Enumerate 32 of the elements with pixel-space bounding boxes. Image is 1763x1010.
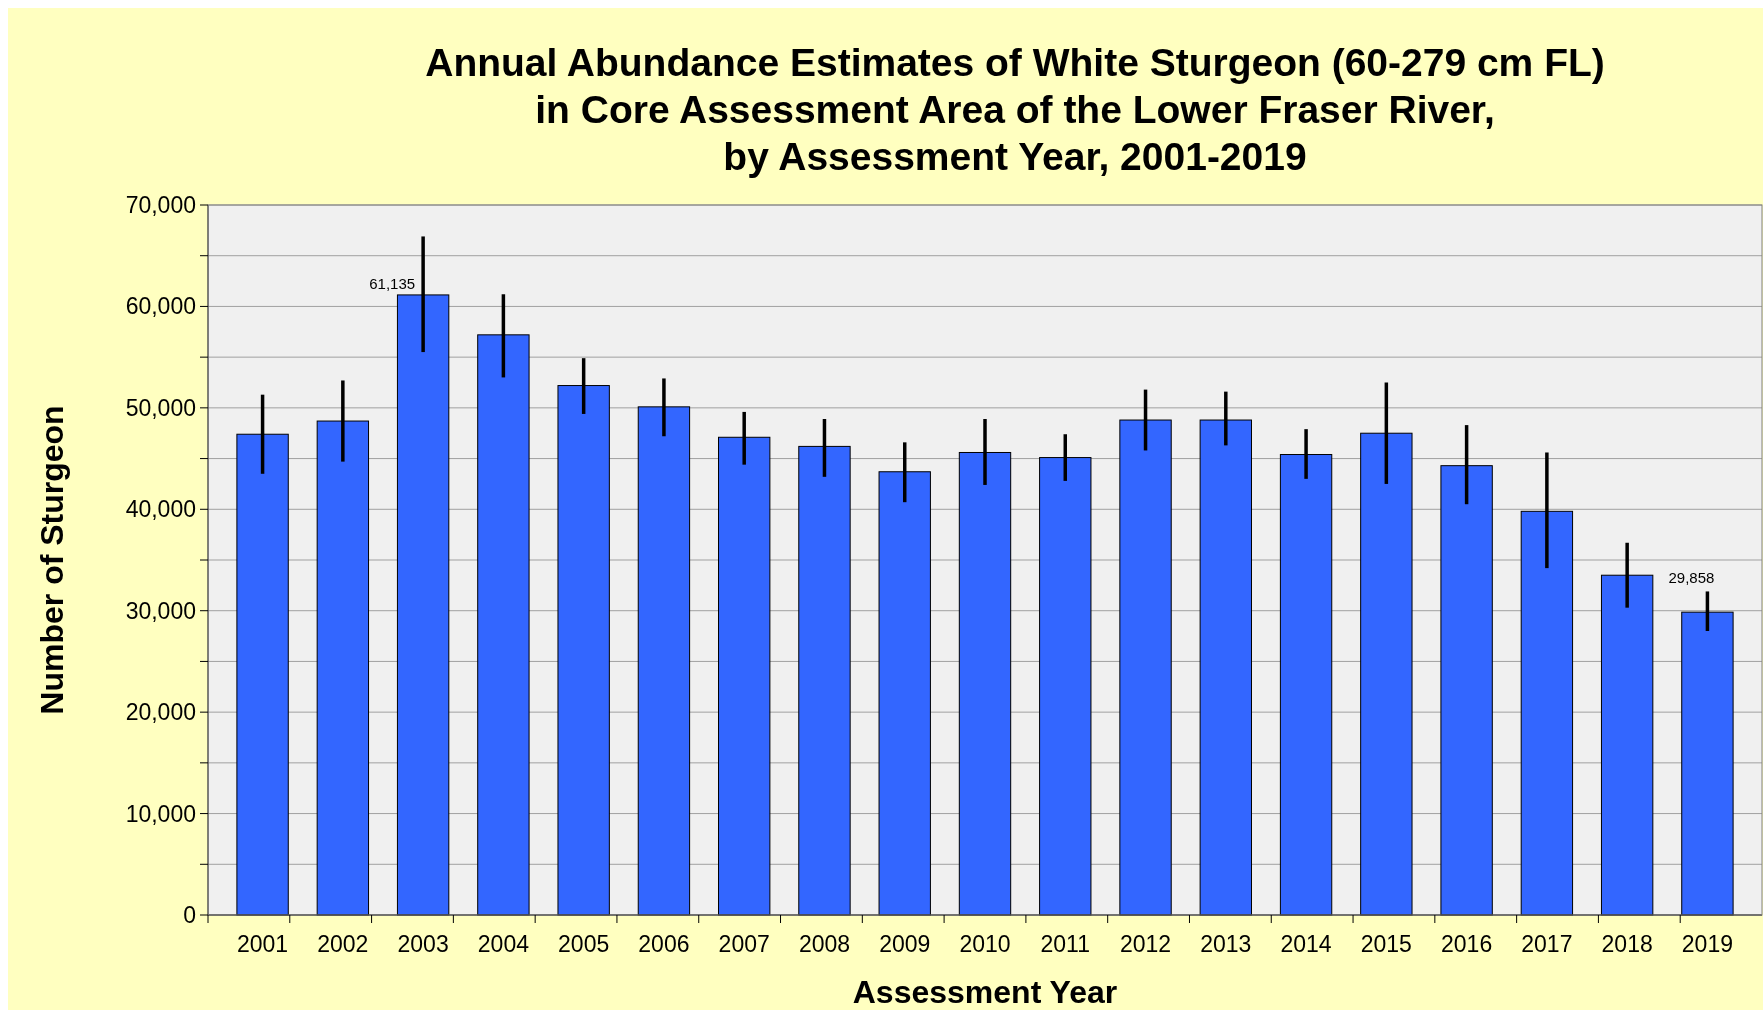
x-tick-label: 2013 — [1200, 931, 1252, 957]
y-tick-label: 60,000 — [125, 293, 196, 320]
x-tick-label: 2001 — [237, 931, 289, 957]
x-tick-label: 2010 — [959, 931, 1011, 957]
x-tick-label: 2014 — [1280, 931, 1332, 957]
x-tick-label: 2015 — [1360, 931, 1412, 957]
chart-title: Annual Abundance Estimates of White Sturgeon (60-279 cm FL) in Core Assessment Area of the Lower Fraser River, by Assessment Year, 2001-2019 — [425, 41, 1605, 178]
data-label: 29,858 — [1668, 569, 1715, 587]
x-tick-label: 2012 — [1119, 931, 1172, 957]
y-tick-label: 30,000 — [125, 597, 196, 624]
x-tick-label: 2016 — [1441, 931, 1493, 957]
data-label: 61,135 — [369, 274, 416, 292]
x-tick-label: 2017 — [1521, 931, 1573, 957]
x-tick-label: 2011 — [1040, 931, 1090, 957]
x-tick-label: 2005 — [558, 931, 610, 957]
y-tick-label: 10,000 — [125, 800, 196, 827]
y-axis-title: Number of Sturgeon — [34, 405, 70, 715]
x-tick-label: 2018 — [1601, 931, 1653, 957]
y-tick-label: 50,000 — [125, 394, 196, 421]
y-tick-label: 0 — [183, 902, 196, 929]
x-tick-label: 2004 — [477, 931, 530, 957]
y-tick-label: 20,000 — [125, 699, 196, 726]
x-tick-label: 2006 — [638, 931, 690, 957]
y-tick-label: 70,000 — [125, 192, 196, 219]
x-tick-label: 2007 — [718, 931, 770, 957]
x-tick-label: 2003 — [397, 931, 449, 957]
x-tick-label: 2002 — [317, 931, 369, 957]
y-tick-label: 40,000 — [125, 496, 196, 523]
x-tick-label: 2008 — [798, 931, 851, 957]
x-axis-title: Assessment Year — [852, 974, 1118, 1010]
x-tick-label: 2019 — [1681, 931, 1733, 957]
x-tick-label: 2009 — [879, 931, 931, 957]
